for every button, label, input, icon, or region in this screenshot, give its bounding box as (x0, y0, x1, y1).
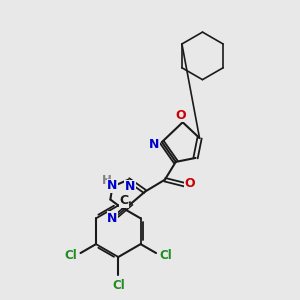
Text: N: N (107, 212, 118, 225)
Text: C: C (120, 194, 129, 207)
Text: Cl: Cl (159, 248, 172, 262)
Text: N: N (125, 180, 135, 193)
Text: N: N (149, 138, 159, 151)
Text: O: O (184, 177, 195, 190)
Text: H: H (101, 174, 111, 187)
Text: N: N (107, 179, 118, 192)
Text: H: H (104, 180, 112, 190)
Text: Cl: Cl (65, 248, 77, 262)
Text: Cl: Cl (112, 279, 125, 292)
Text: H: H (100, 175, 110, 188)
Text: O: O (176, 109, 186, 122)
